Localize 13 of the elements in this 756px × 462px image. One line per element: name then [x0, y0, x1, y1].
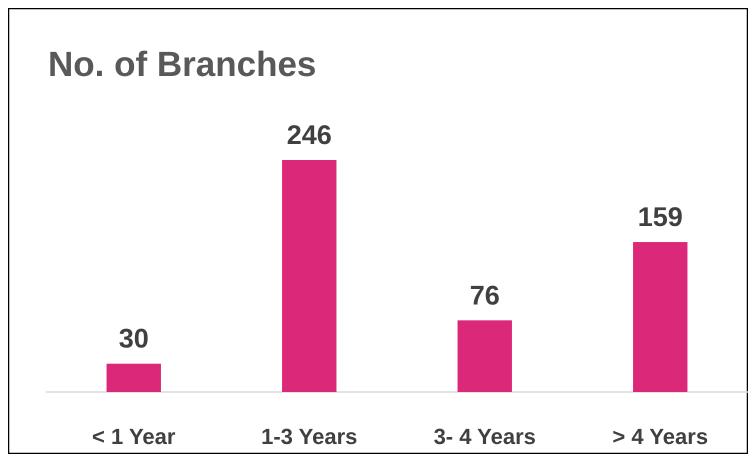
bar	[106, 364, 161, 392]
x-tick-label: < 1 Year	[92, 424, 176, 449]
x-tick-label: > 4 Years	[612, 424, 708, 449]
x-tick-label: 1-3 Years	[261, 424, 358, 449]
data-label: 30	[118, 324, 149, 354]
data-label: 159	[638, 202, 683, 232]
data-label: 76	[470, 280, 500, 310]
data-label: 246	[286, 120, 332, 150]
bar	[282, 160, 336, 392]
x-tick-label: 3- 4 Years	[434, 424, 536, 449]
bar	[458, 320, 512, 392]
chart-title: No. of Branches	[48, 45, 316, 84]
bar	[633, 242, 688, 392]
